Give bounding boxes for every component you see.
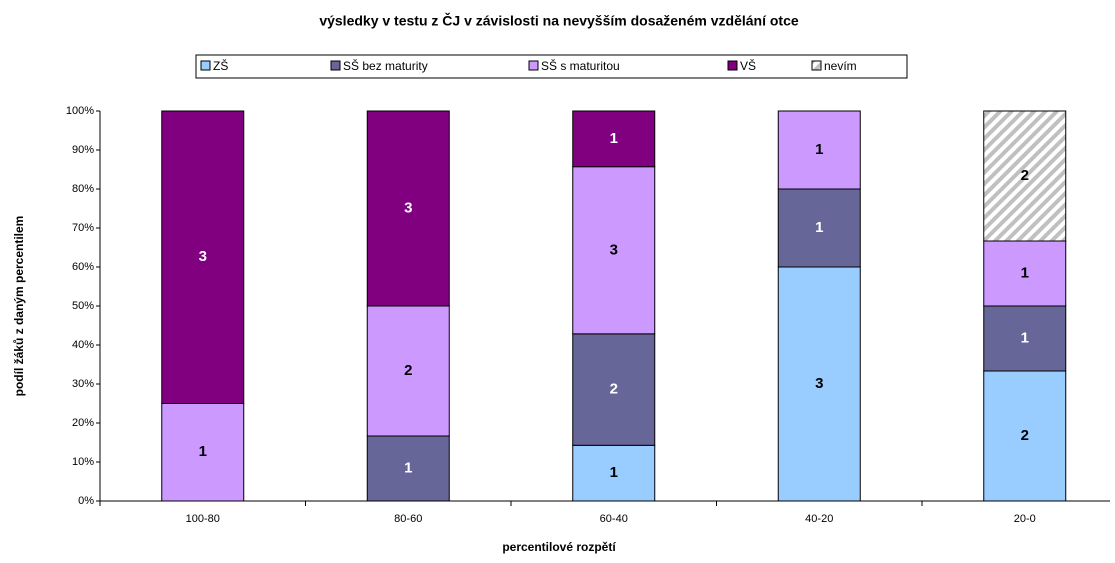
bar-segment	[161, 110, 245, 404]
data-label: 1	[1021, 329, 1029, 346]
legend-label: nevím	[824, 59, 857, 73]
data-label: 3	[199, 248, 207, 265]
x-tick-label: 20-0	[1014, 513, 1036, 525]
legend-swatch	[528, 60, 539, 71]
y-tick-label: 40%	[72, 339, 94, 351]
bar-segment	[983, 110, 1067, 242]
legend-swatch	[811, 60, 822, 71]
y-tick-label: 70%	[72, 222, 94, 234]
y-tick-label: 80%	[72, 183, 94, 195]
legend-swatch	[200, 60, 211, 71]
y-tick-label: 10%	[72, 456, 94, 468]
data-label: 1	[815, 219, 823, 236]
data-label: 3	[404, 199, 412, 216]
data-label: 3	[610, 241, 618, 258]
y-tick-label: 60%	[72, 261, 94, 273]
data-label: 1	[610, 130, 618, 147]
bar-segment	[983, 305, 1067, 372]
x-tick-label: 100-80	[186, 513, 220, 525]
y-tick-label: 50%	[72, 300, 94, 312]
data-label: 1	[404, 459, 412, 476]
y-tick-label: 0%	[78, 495, 94, 507]
y-tick-label: 90%	[72, 144, 94, 156]
legend-swatch	[330, 60, 341, 71]
y-axis-title: podíl žáků z daným percentilem	[12, 216, 26, 397]
bar-segment	[572, 444, 656, 502]
x-tick-label: 40-20	[805, 513, 833, 525]
legend-swatch	[727, 60, 738, 71]
bar-segment	[161, 403, 245, 502]
bar-segment	[572, 333, 656, 446]
data-label: 1	[199, 443, 207, 460]
data-label: 2	[1021, 427, 1029, 444]
x-tick-label: 60-40	[600, 513, 628, 525]
data-label: 2	[1021, 167, 1029, 184]
data-label: 1	[1021, 264, 1029, 281]
bar-segment	[572, 166, 656, 335]
legend-label: ZŠ	[213, 58, 228, 73]
bar-segment	[777, 266, 861, 502]
bar-segment	[366, 110, 450, 307]
y-tick-label: 100%	[66, 105, 94, 117]
x-axis-title: percentilové rozpětí	[502, 540, 616, 554]
bar-segment	[572, 110, 656, 168]
y-tick-label: 30%	[72, 378, 94, 390]
bar-segment	[777, 110, 861, 190]
chart-title: výsledky v testu z ČJ v závislosti na ne…	[319, 12, 799, 29]
legend-label: SŠ s maturitou	[541, 58, 620, 73]
data-label: 2	[610, 381, 618, 398]
data-label: 2	[404, 362, 412, 379]
y-tick-label: 20%	[72, 417, 94, 429]
bar-segment	[983, 240, 1067, 307]
data-label: 1	[815, 141, 823, 158]
legend-label: VŠ	[740, 58, 756, 73]
data-label: 1	[610, 464, 618, 481]
legend-label: SŠ bez maturity	[343, 58, 428, 73]
x-tick-label: 80-60	[394, 513, 422, 525]
data-label: 3	[815, 375, 823, 392]
